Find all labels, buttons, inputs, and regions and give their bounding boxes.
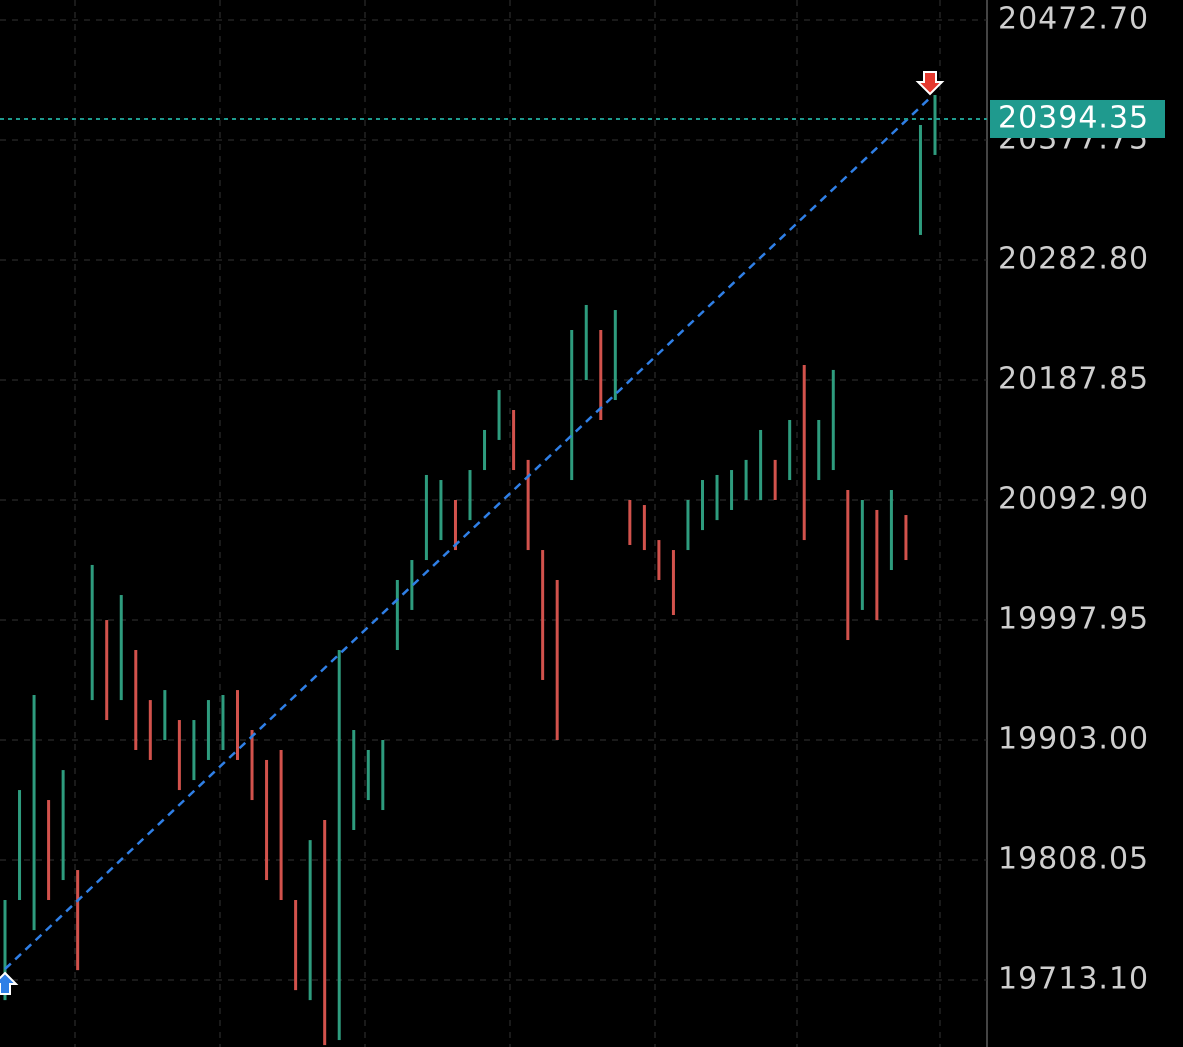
y-tick-label: 19808.05	[998, 842, 1149, 877]
candle	[352, 730, 356, 830]
candle	[628, 499, 632, 545]
candle	[192, 720, 196, 781]
candle	[395, 579, 399, 651]
candle	[817, 419, 821, 481]
candle	[555, 579, 559, 741]
candle	[410, 560, 414, 610]
candle	[250, 730, 254, 801]
y-tick-label: 20187.85	[998, 361, 1149, 396]
candle	[32, 695, 36, 931]
candle	[47, 800, 51, 901]
candle	[860, 499, 864, 610]
candle	[381, 740, 385, 811]
y-tick-label: 19997.95	[998, 601, 1149, 636]
candle	[875, 509, 879, 621]
candle	[163, 690, 167, 741]
candle	[18, 790, 22, 901]
y-tick-label: 19713.10	[998, 962, 1149, 997]
candle	[236, 690, 239, 760]
candle	[904, 515, 908, 561]
candle	[599, 329, 603, 420]
current-price-box	[990, 99, 1165, 138]
candle	[279, 749, 283, 901]
candle	[483, 429, 487, 471]
candle	[686, 499, 690, 551]
candle	[90, 564, 94, 701]
candle	[918, 124, 922, 235]
candle	[889, 490, 893, 571]
y-tick-label: 20092.90	[998, 481, 1149, 516]
candle	[221, 695, 225, 750]
candle	[134, 650, 138, 750]
candle	[526, 459, 530, 551]
buy-arrow	[0, 971, 19, 996]
candle	[773, 459, 777, 500]
candle	[759, 429, 763, 500]
candle	[61, 770, 65, 881]
candle	[3, 900, 7, 1001]
sell-arrow	[915, 70, 945, 96]
candle	[497, 390, 501, 440]
candle	[76, 870, 80, 971]
candle	[468, 470, 472, 521]
candle	[671, 550, 675, 616]
y-tick-label: 20472.70	[998, 1, 1149, 36]
candle	[148, 700, 152, 760]
candle	[424, 474, 428, 561]
y-tick-label: 19903.00	[998, 722, 1149, 757]
candle	[831, 369, 835, 471]
candle	[323, 820, 327, 1046]
candle	[846, 490, 850, 641]
vertical-grid	[74, 0, 941, 1047]
candle	[642, 505, 646, 551]
candle	[105, 620, 109, 721]
candle	[308, 840, 312, 1001]
candle	[744, 459, 748, 500]
trend-line	[4, 97, 931, 970]
candle	[570, 329, 574, 481]
candle	[337, 650, 341, 1041]
candle	[701, 480, 704, 531]
candle	[512, 410, 516, 471]
candle	[206, 700, 210, 760]
candle	[657, 540, 661, 580]
candle	[265, 759, 269, 881]
candle	[366, 749, 370, 801]
candle	[788, 419, 792, 481]
current-price-label: 20394.35	[998, 100, 1149, 135]
candle	[294, 900, 298, 991]
candle	[119, 595, 123, 701]
candle	[933, 95, 937, 155]
candle	[613, 310, 617, 401]
candle	[439, 480, 443, 541]
candle	[541, 550, 545, 680]
candle	[584, 304, 588, 381]
y-tick-label: 20282.80	[998, 241, 1149, 276]
candle	[802, 365, 806, 541]
candle	[715, 474, 719, 521]
candle	[730, 470, 734, 510]
candle	[453, 499, 457, 551]
candle	[177, 720, 181, 791]
